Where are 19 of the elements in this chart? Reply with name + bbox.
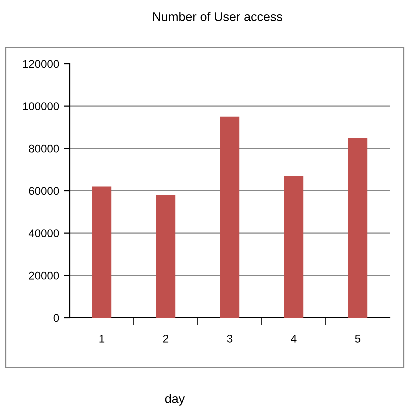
y-tick-label: 0 xyxy=(54,314,60,322)
y-tick-label: 60000 xyxy=(29,187,60,196)
x-tick-label: 2 xyxy=(163,334,169,343)
bar xyxy=(92,186,112,318)
x-axis-title: day xyxy=(165,394,186,406)
bar xyxy=(348,138,368,318)
chart-title: Number of User access xyxy=(153,12,283,22)
y-tick-label: 80000 xyxy=(29,144,60,153)
x-tick-label: 5 xyxy=(355,335,361,343)
x-tick-label: 3 xyxy=(227,334,233,343)
bar xyxy=(220,116,240,318)
y-tick-label: 100000 xyxy=(23,102,60,110)
bar xyxy=(284,176,304,318)
y-tick-label: 40000 xyxy=(28,230,60,238)
x-tick-label: 1 xyxy=(100,335,105,343)
y-tick-label: 120000 xyxy=(23,60,60,68)
x-tick-label: 4 xyxy=(291,335,297,343)
bar xyxy=(156,195,176,318)
y-tick-label: 20000 xyxy=(29,272,60,280)
